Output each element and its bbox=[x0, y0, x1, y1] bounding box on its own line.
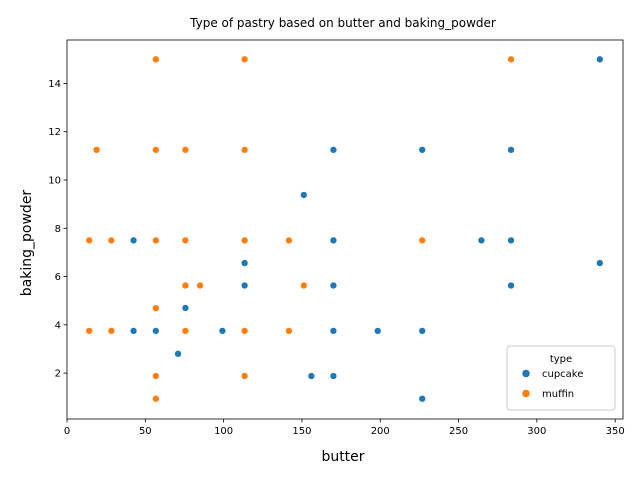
data-point-muffin bbox=[240, 236, 249, 245]
data-point-muffin bbox=[240, 55, 249, 63]
data-point-muffin bbox=[507, 55, 515, 63]
data-point-muffin bbox=[285, 327, 293, 335]
x-tick-label: 0 bbox=[64, 426, 70, 437]
data-point-cupcake bbox=[174, 350, 182, 358]
data-point-muffin bbox=[85, 236, 93, 245]
data-point-muffin bbox=[196, 281, 204, 290]
x-tick-label: 250 bbox=[449, 426, 468, 437]
x-axis-label: butter bbox=[321, 449, 364, 465]
data-point-cupcake bbox=[374, 327, 382, 335]
data-point-cupcake bbox=[307, 372, 315, 380]
legend-label-cupcake: cupcake bbox=[542, 369, 583, 380]
data-point-cupcake bbox=[418, 327, 426, 335]
x-tick-label: 200 bbox=[371, 426, 390, 437]
legend-box bbox=[506, 345, 616, 411]
data-point-cupcake bbox=[507, 281, 515, 290]
data-point-cupcake bbox=[596, 259, 604, 267]
x-tick-label: 350 bbox=[606, 426, 625, 437]
data-point-cupcake bbox=[329, 236, 338, 245]
data-point-muffin bbox=[181, 327, 190, 335]
y-tick-label: 14 bbox=[48, 79, 61, 90]
data-point-cupcake bbox=[418, 395, 426, 403]
plot-area bbox=[66, 39, 624, 420]
legend-label-muffin: muffin bbox=[542, 389, 574, 400]
data-point-muffin bbox=[152, 146, 160, 154]
data-point-cupcake bbox=[329, 146, 338, 154]
data-point-muffin bbox=[418, 236, 426, 245]
data-point-cupcake bbox=[329, 372, 338, 380]
plot-frame bbox=[66, 39, 624, 420]
y-tick-label: 6 bbox=[55, 272, 61, 283]
y-tick-label: 2 bbox=[55, 369, 61, 380]
data-point-cupcake bbox=[507, 146, 515, 154]
data-point-cupcake bbox=[418, 146, 426, 154]
data-point-muffin bbox=[152, 55, 160, 63]
legend-title: type bbox=[550, 354, 572, 365]
data-point-muffin bbox=[181, 146, 190, 154]
y-axis-label: baking_powder bbox=[19, 190, 35, 297]
legend-marker-muffin bbox=[521, 389, 531, 398]
data-point-muffin bbox=[181, 236, 190, 245]
data-point-cupcake bbox=[300, 191, 308, 199]
y-axis: 2 4 6 8 10 12 14 bbox=[48, 79, 67, 380]
data-point-muffin bbox=[300, 281, 308, 290]
data-point-muffin bbox=[152, 236, 160, 245]
x-axis: 0 50 100 150 200 250 300 350 bbox=[64, 419, 625, 437]
data-point-muffin bbox=[181, 281, 190, 290]
data-point-muffin bbox=[240, 146, 249, 154]
data-point-cupcake bbox=[329, 327, 338, 335]
data-point-cupcake bbox=[152, 327, 160, 335]
data-point-cupcake bbox=[181, 304, 190, 312]
y-tick-label: 8 bbox=[55, 224, 61, 235]
data-point-cupcake bbox=[329, 281, 338, 290]
data-point-muffin bbox=[107, 236, 115, 245]
y-tick-label: 12 bbox=[48, 127, 61, 138]
data-point-cupcake bbox=[129, 327, 138, 335]
data-point-cupcake bbox=[477, 236, 486, 245]
data-point-muffin bbox=[152, 304, 160, 312]
data-point-muffin bbox=[285, 236, 293, 245]
data-point-cupcake bbox=[240, 259, 249, 267]
data-point-muffin bbox=[240, 327, 249, 335]
legend: type cupcake muffin bbox=[506, 345, 616, 411]
y-tick-label: 10 bbox=[48, 176, 61, 187]
x-tick-label: 300 bbox=[527, 426, 546, 437]
data-point-muffin bbox=[85, 327, 93, 335]
data-point-muffin bbox=[107, 327, 115, 335]
data-points bbox=[85, 55, 604, 403]
data-point-cupcake bbox=[129, 236, 138, 245]
chart-title: Type of pastry based on butter and bakin… bbox=[189, 16, 496, 30]
data-point-muffin bbox=[240, 372, 249, 380]
y-tick-label: 4 bbox=[55, 320, 61, 331]
x-tick-label: 50 bbox=[139, 426, 152, 437]
x-tick-label: 100 bbox=[214, 426, 233, 437]
legend-marker-cupcake bbox=[521, 369, 531, 378]
data-point-cupcake bbox=[596, 55, 604, 63]
data-point-muffin bbox=[92, 146, 101, 154]
data-point-cupcake bbox=[507, 236, 515, 245]
data-point-muffin bbox=[152, 395, 160, 403]
x-tick-label: 150 bbox=[292, 426, 311, 437]
data-point-muffin bbox=[152, 372, 160, 380]
data-point-cupcake bbox=[240, 281, 249, 290]
data-point-cupcake bbox=[218, 327, 227, 335]
